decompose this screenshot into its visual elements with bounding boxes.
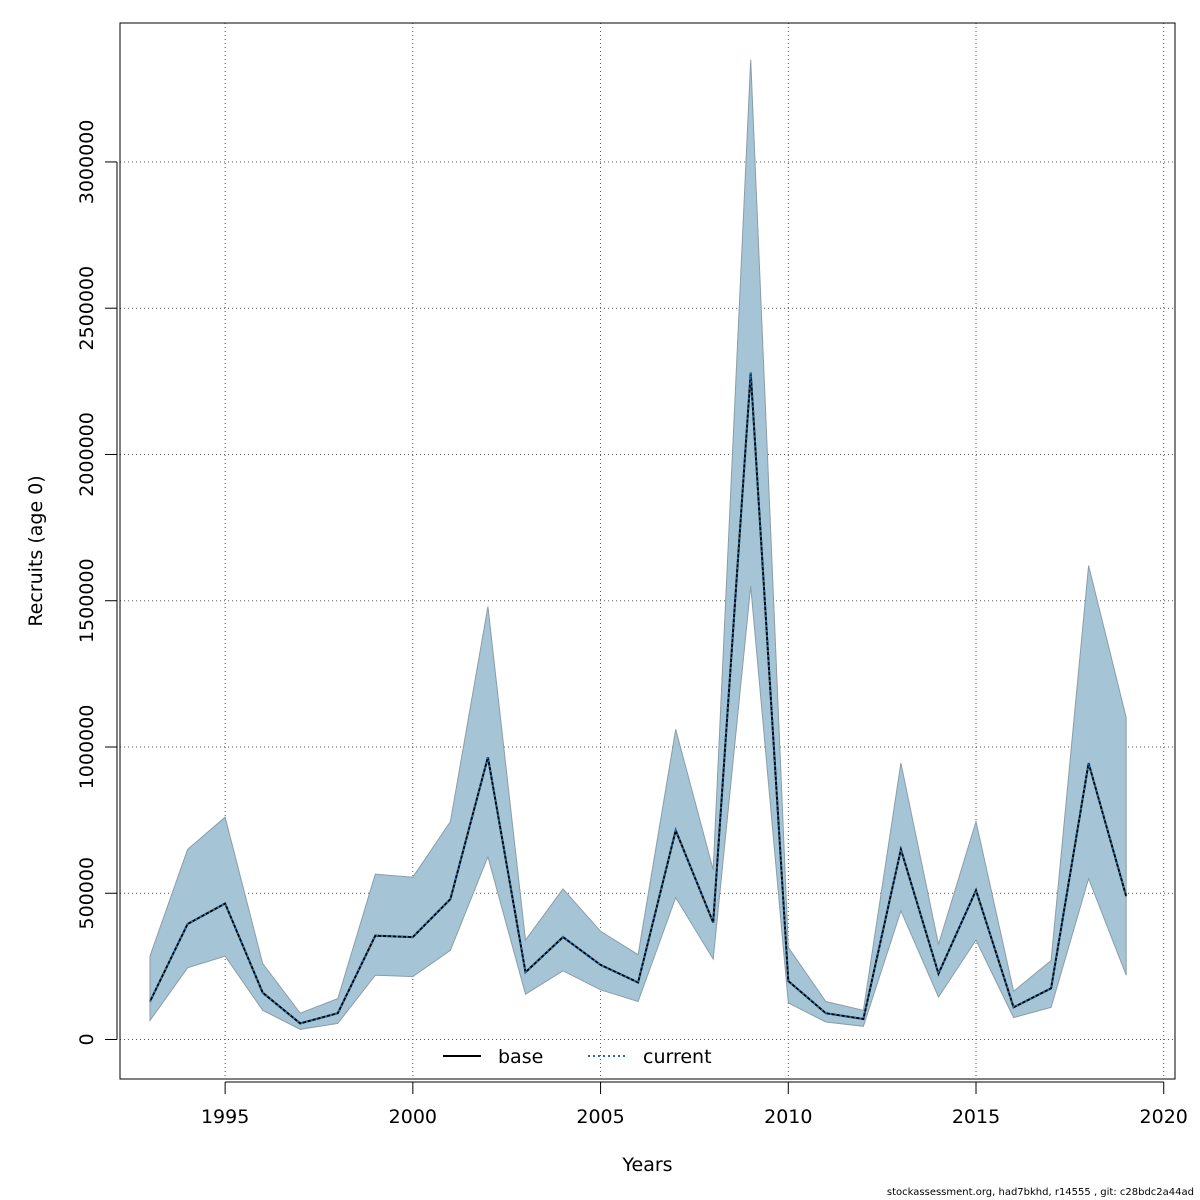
y-tick-label: 1000000 xyxy=(76,705,98,790)
x-tick-label: 2010 xyxy=(764,1106,812,1128)
footer-credit: stockassessment.org, had7bkhd, r14555 , … xyxy=(886,1187,1194,1198)
legend-label-base: base xyxy=(498,1046,543,1068)
legend-label-current: current xyxy=(643,1046,712,1068)
y-axis: 0 500000 1000000 1500000 2000000 2500000 30000… xyxy=(76,120,118,1046)
y-tick-label: 3000000 xyxy=(76,120,98,205)
plot-frame xyxy=(119,22,1176,1080)
y-tick-label: 2000000 xyxy=(76,412,98,497)
confidence-band xyxy=(149,59,1127,1030)
x-tick-label: 2015 xyxy=(952,1106,1000,1128)
legend: base current xyxy=(443,1046,712,1068)
y-tick-label: 0 xyxy=(76,1033,98,1045)
x-tick-label: 2000 xyxy=(389,1106,437,1128)
y-axis-title: Recruits (age 0) xyxy=(25,475,47,626)
y-tick-label: 1500000 xyxy=(76,558,98,643)
x-axis: 1995 2000 2005 2010 2015 2020 xyxy=(201,1081,1188,1128)
x-tick-label: 2020 xyxy=(1140,1106,1188,1128)
x-tick-label: 2005 xyxy=(576,1106,624,1128)
y-tick-label: 500000 xyxy=(76,857,98,930)
x-tick-label: 1995 xyxy=(201,1106,249,1128)
x-axis-title: Years xyxy=(621,1154,672,1176)
series-line-base xyxy=(149,372,1128,1025)
y-tick-label: 2500000 xyxy=(76,266,98,351)
